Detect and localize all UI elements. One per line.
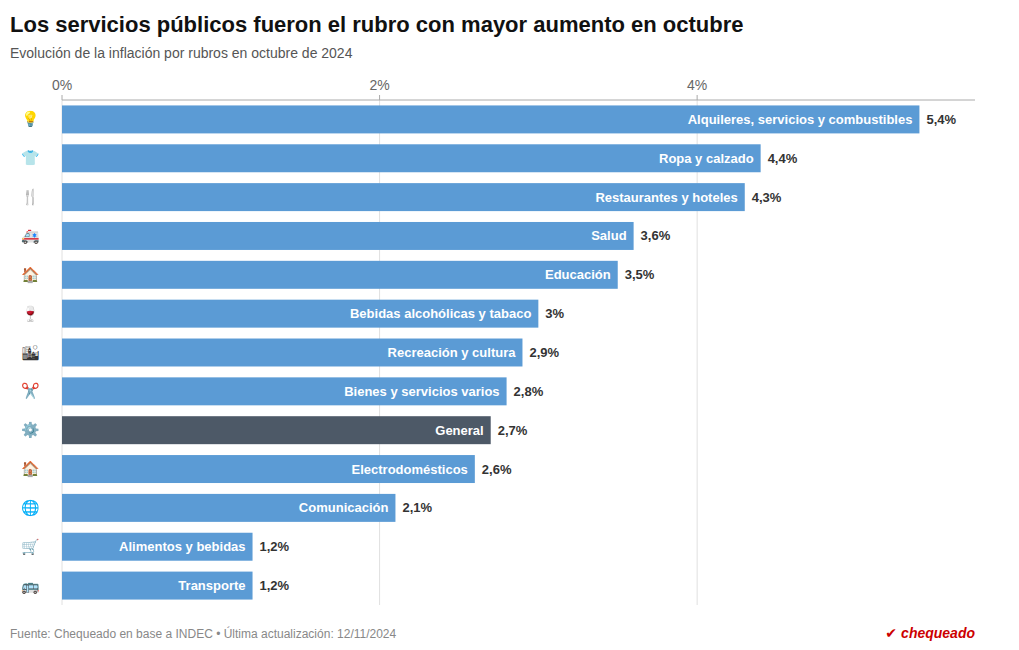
bar [62, 183, 745, 211]
tick-mark [379, 95, 380, 100]
x-axis: 0% 2% 4% [52, 77, 975, 100]
icon: 🏙 [21, 344, 40, 362]
category-label: Transporte [178, 578, 245, 593]
value-label: 2,9% [529, 345, 559, 360]
tick-label: 0% [52, 77, 72, 93]
subtitle: Evolución de la inflación por rubros en … [10, 45, 353, 61]
category-label: Bebidas alcohólicas y tabaco [350, 306, 531, 321]
category-label: Ropa y calzado [659, 151, 754, 166]
category-label: Restaurantes y hoteles [595, 190, 737, 205]
category-label: Bienes y servicios varios [344, 384, 499, 399]
value-label: 3% [545, 306, 564, 321]
tick-label: 2% [369, 77, 389, 93]
icon: ⚙️ [21, 421, 40, 439]
tick-mark [62, 95, 63, 100]
tick-mark [697, 95, 698, 100]
category-label: Electrodomésticos [352, 462, 468, 477]
bars [62, 105, 919, 599]
grid-line [697, 100, 698, 605]
value-label: 2,6% [482, 462, 512, 477]
grid [62, 100, 697, 605]
icon: 🍴 [21, 188, 40, 206]
icon: 👕 [21, 149, 40, 167]
icon: 🛒 [21, 538, 40, 556]
labels: Alquileres, servicios y combustibles 5,4%… [21, 110, 957, 594]
footer: Fuente: Chequeado en base a INDEC • Últi… [10, 626, 397, 641]
icon: 🏠 [21, 460, 40, 478]
value-label: 3,6% [641, 228, 671, 243]
category-label: Recreación y cultura [388, 345, 517, 360]
bar [62, 105, 919, 133]
icon: 🚑 [21, 227, 40, 245]
value-label: 2,7% [498, 423, 528, 438]
bar [62, 222, 634, 250]
bar [62, 494, 395, 522]
background [0, 0, 1019, 650]
branding: ✔chequeado [885, 625, 975, 641]
branding-text: chequeado [901, 625, 975, 641]
bar [62, 377, 507, 405]
title: Los servicios públicos fueron el rubro c… [10, 12, 743, 37]
value-label: 2,1% [402, 500, 432, 515]
bar [62, 533, 253, 561]
value-label: 4,3% [752, 190, 782, 205]
bar [62, 261, 618, 289]
tick-label: 4% [687, 77, 707, 93]
icon: 💡 [21, 110, 40, 128]
value-label: 1,2% [260, 539, 290, 554]
chart: Los servicios públicos fueron el rubro c… [0, 0, 1019, 650]
value-label: 4,4% [768, 151, 798, 166]
category-label: Comunicación [299, 500, 389, 515]
axis-line [62, 100, 975, 101]
icon: 🌐 [21, 499, 40, 517]
icon: ✂️ [21, 381, 40, 400]
bar [62, 416, 491, 444]
category-label: Alimentos y bebidas [119, 539, 245, 554]
category-label: Alquileres, servicios y combustibles [688, 112, 913, 127]
category-label: Educación [545, 267, 611, 282]
value-label: 2,8% [514, 384, 544, 399]
branding-text: ✔ [885, 625, 897, 641]
icon: 🍷 [21, 305, 40, 323]
category-label: General [435, 423, 483, 438]
value-label: 5,4% [926, 112, 956, 127]
category-label: Salud [591, 228, 626, 243]
bar [62, 455, 475, 483]
value-label: 1,2% [260, 578, 290, 593]
icon: 🚌 [21, 577, 40, 595]
bar [62, 572, 253, 600]
bar [62, 144, 761, 172]
icon: 🏠 [21, 266, 40, 284]
value-label: 3,5% [625, 267, 655, 282]
bar [62, 339, 522, 367]
bar [62, 300, 538, 328]
